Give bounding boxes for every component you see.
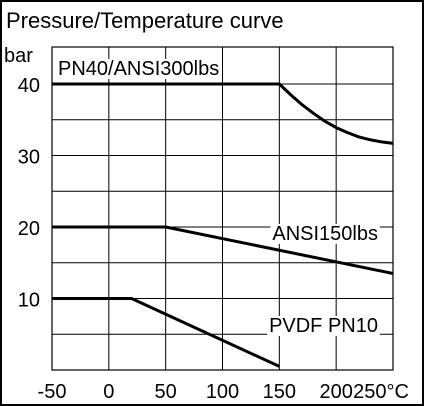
x-tick-label: 200 bbox=[319, 381, 352, 403]
series-label-1: ANSI150lbs bbox=[272, 223, 378, 245]
series-label-background bbox=[56, 59, 222, 79]
series-line-1 bbox=[52, 225, 394, 275]
x-tick-label: 100 bbox=[206, 381, 239, 403]
x-tick-label: 150 bbox=[263, 381, 296, 403]
series-label-2: PVDF PN10 bbox=[269, 315, 378, 337]
series-label-background bbox=[267, 316, 380, 336]
x-tick-label: -50 bbox=[38, 381, 67, 403]
y-tick-label: 40 bbox=[18, 75, 40, 97]
x-tick-label: 50 bbox=[155, 381, 177, 403]
y-tick-label: 20 bbox=[18, 218, 40, 240]
x-tick-label: 0 bbox=[103, 381, 114, 403]
series-label-0: PN40/ANSI300lbs bbox=[58, 58, 219, 80]
series-line-0 bbox=[52, 82, 394, 145]
y-tick-label: 30 bbox=[18, 147, 40, 169]
y-axis-label: bar bbox=[4, 45, 33, 67]
x-tick-label: 250°C bbox=[353, 381, 409, 403]
chart-title: Pressure/Temperature curve bbox=[6, 8, 284, 33]
series-label-background bbox=[270, 224, 380, 244]
y-tick-label: 10 bbox=[18, 290, 40, 312]
series-line-2 bbox=[52, 297, 280, 368]
